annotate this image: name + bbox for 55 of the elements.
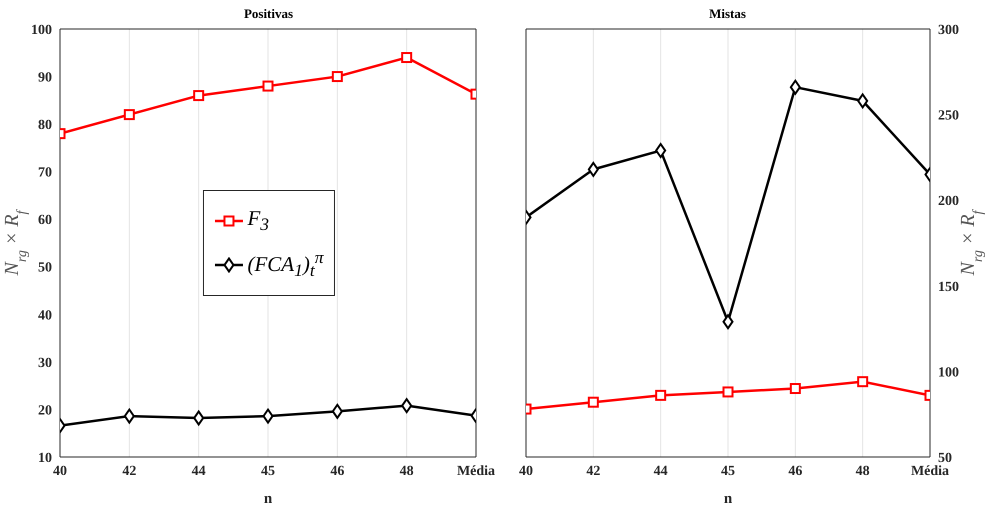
y2-tick-label: 200 xyxy=(938,194,959,210)
y2-tick-label: 250 xyxy=(938,108,959,124)
x-tick-label: 42 xyxy=(586,464,600,479)
y-tick-label: 30 xyxy=(38,356,52,371)
x-tick-label: 48 xyxy=(856,464,870,479)
x-tick-label: 46 xyxy=(788,464,802,479)
chart-title: Positivas xyxy=(242,6,294,22)
x-tick-label: 44 xyxy=(654,464,668,479)
point xyxy=(124,109,135,120)
x-axis-title: n xyxy=(264,491,273,507)
chart-title: Mistas xyxy=(708,6,747,22)
y-tick-label: 50 xyxy=(38,260,52,276)
point xyxy=(790,383,801,394)
point xyxy=(401,52,412,64)
y-tick-label: 10 xyxy=(38,450,52,466)
x-tick-label: 40 xyxy=(519,464,533,479)
point xyxy=(588,162,599,177)
y2-tick-label: 50 xyxy=(938,450,952,466)
x-tick-label: Média xyxy=(456,464,496,479)
x-tick-label: 40 xyxy=(53,464,67,479)
point xyxy=(262,408,274,424)
point xyxy=(332,71,343,82)
point xyxy=(655,143,666,158)
point xyxy=(332,404,343,419)
point xyxy=(857,93,868,108)
point xyxy=(790,80,801,95)
x-tick-label: 42 xyxy=(122,464,136,479)
point xyxy=(193,410,204,426)
point xyxy=(262,80,274,92)
x-axis-title: n xyxy=(724,491,733,507)
x-tick-label: 46 xyxy=(330,464,344,479)
y-tick-label: 100 xyxy=(31,22,52,38)
point xyxy=(193,90,204,102)
y-tick-label: 80 xyxy=(38,118,52,134)
point xyxy=(655,390,666,401)
y2-tick-label: 300 xyxy=(938,22,959,38)
y-tick-label: 70 xyxy=(38,166,52,181)
y-tick-label: 90 xyxy=(38,70,52,86)
point xyxy=(722,314,734,330)
y-tick-label: 60 xyxy=(38,213,52,228)
y2-tick-label: 100 xyxy=(938,365,959,380)
x-tick-label: 48 xyxy=(400,464,414,479)
y-tick-label: 40 xyxy=(38,308,52,324)
x-tick-label: Média xyxy=(910,464,950,479)
x-tick-label: 45 xyxy=(721,464,735,479)
point xyxy=(722,386,734,398)
point xyxy=(588,396,599,408)
y-tick-label: 20 xyxy=(38,403,52,418)
y2-tick-label: 150 xyxy=(938,280,959,295)
legend-label: F$_{3}$ xyxy=(247,206,270,236)
x-tick-label: 45 xyxy=(261,464,275,479)
point xyxy=(124,408,135,424)
point xyxy=(401,398,412,414)
point xyxy=(857,376,868,388)
x-tick-label: 44 xyxy=(192,464,206,479)
